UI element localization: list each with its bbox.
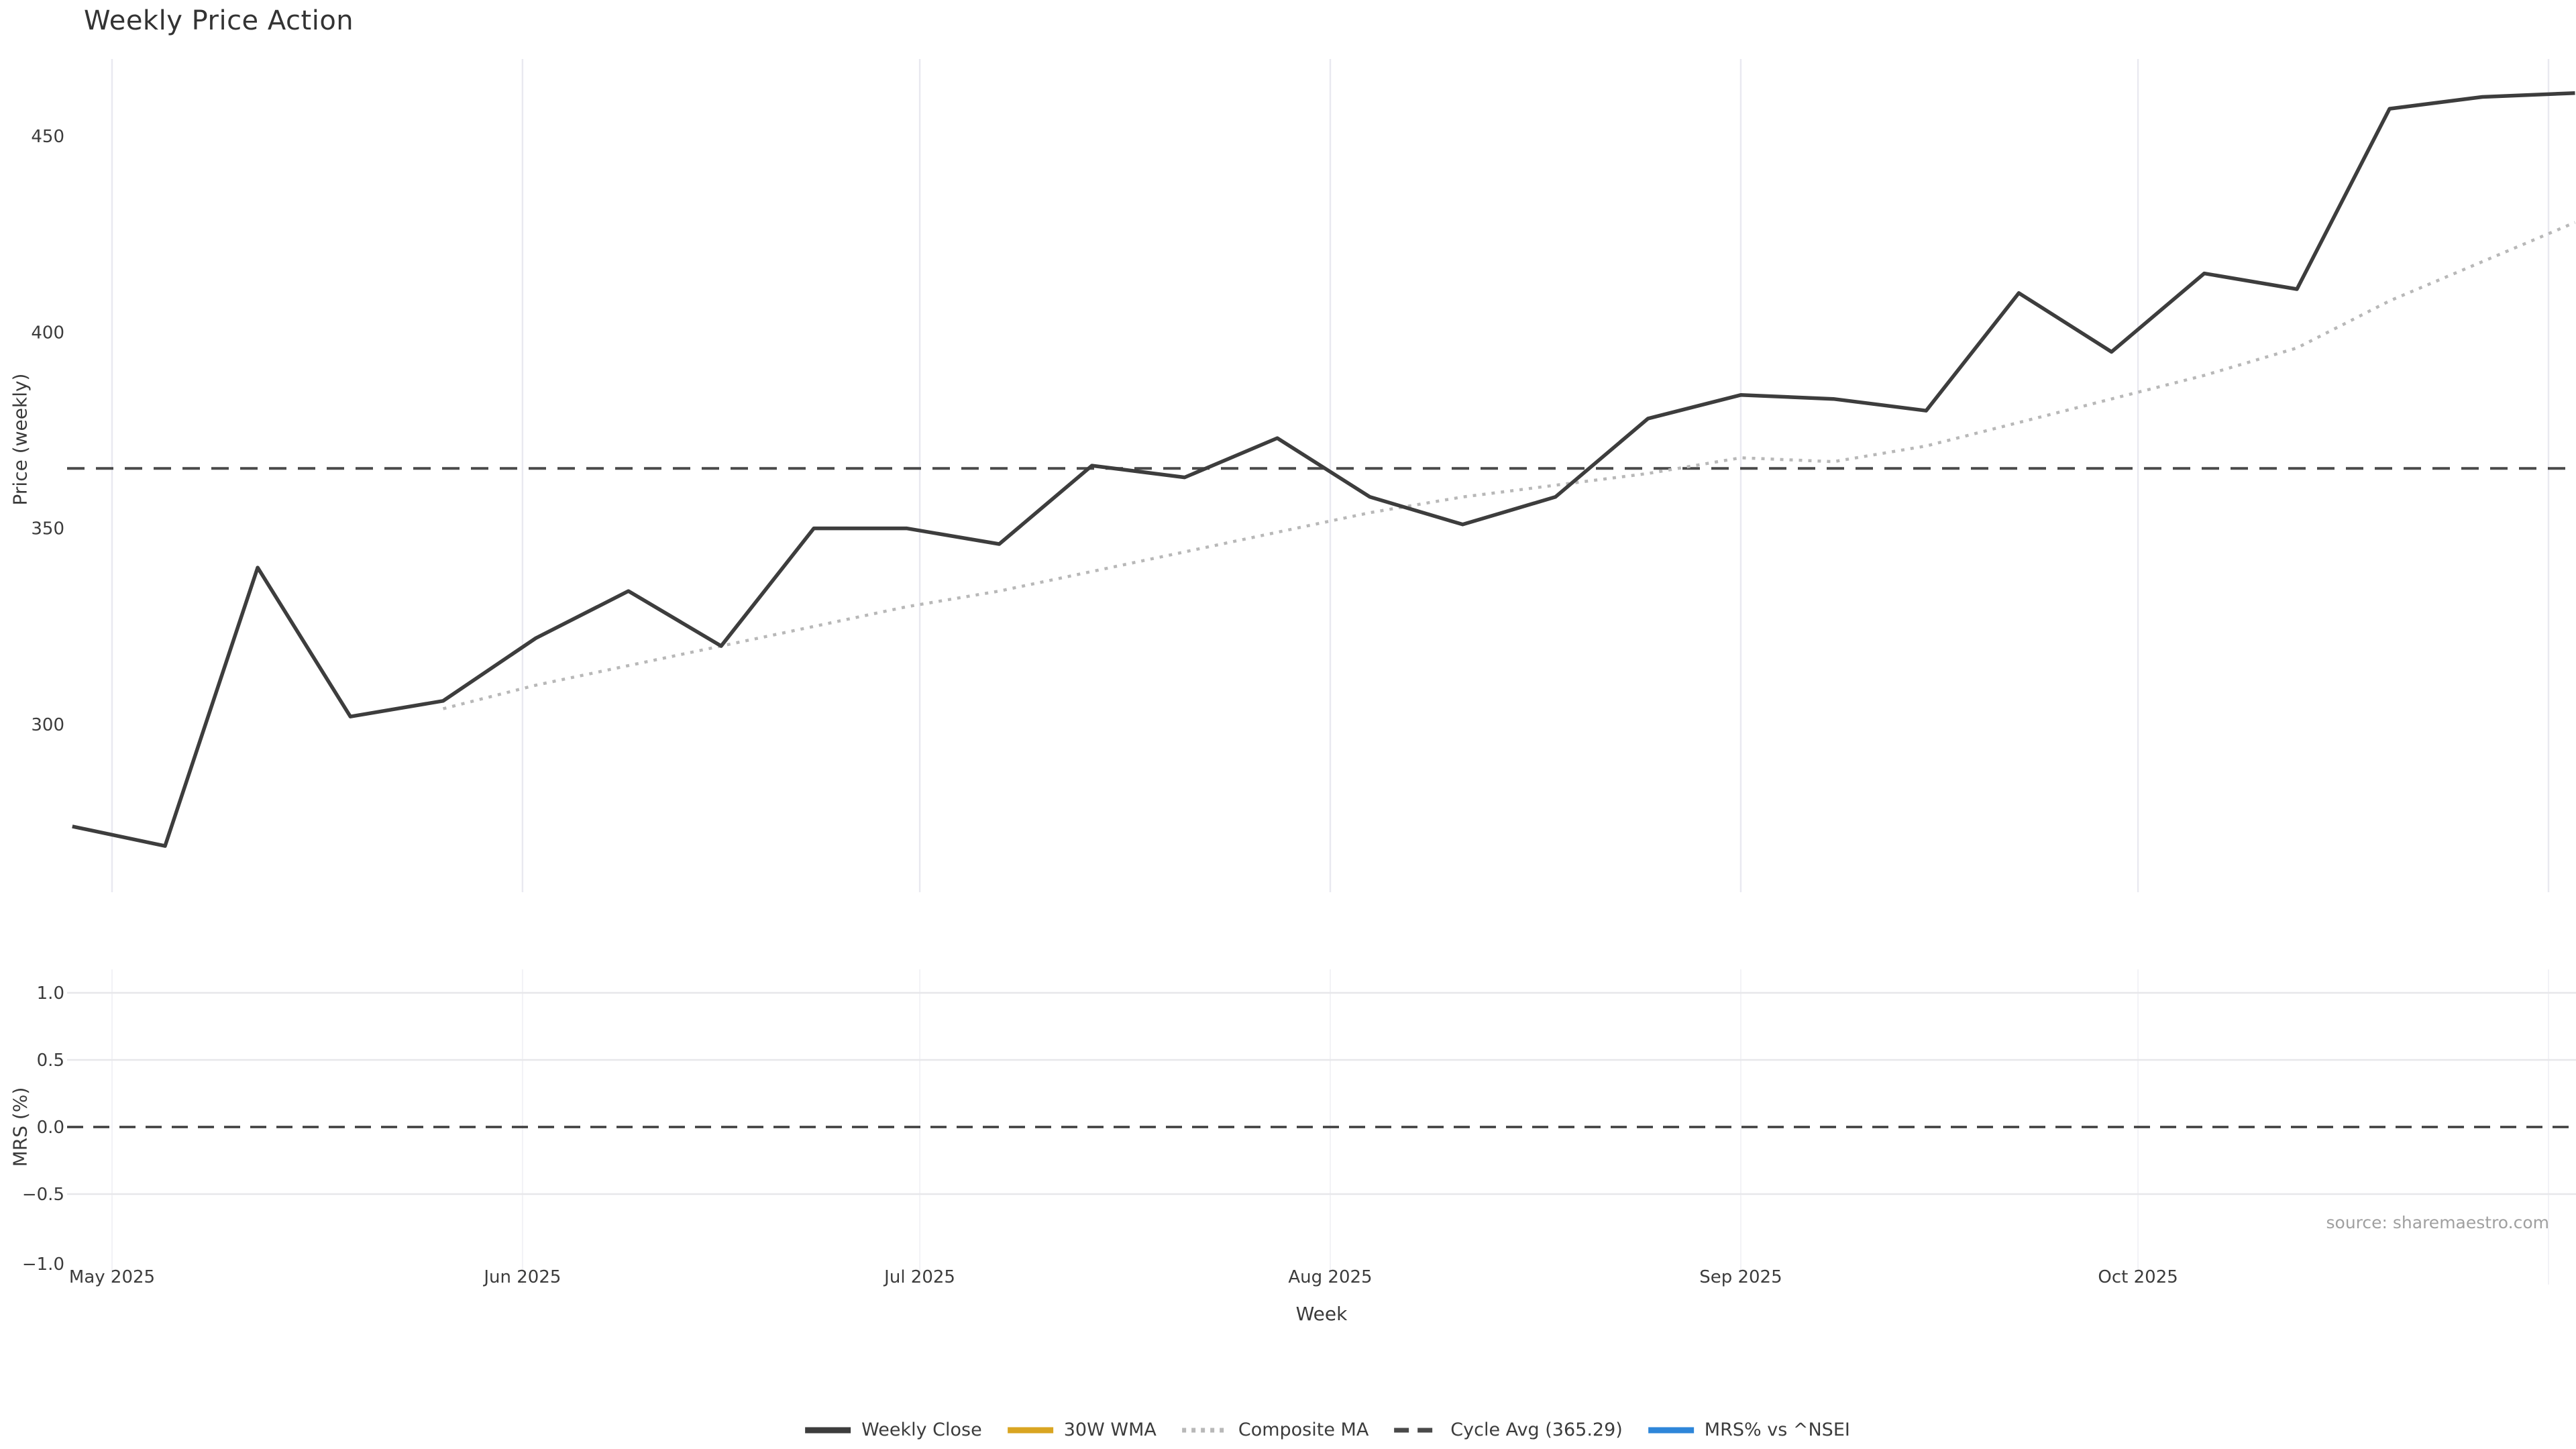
legend-swatch-solid	[1007, 1427, 1053, 1433]
chart-title: Weekly Price Action	[84, 5, 354, 36]
legend-label: 30W WMA	[1063, 1419, 1157, 1440]
legend-item: MRS% vs ^NSEI	[1647, 1419, 1850, 1440]
legend-label: Cycle Avg (365.29)	[1450, 1419, 1623, 1440]
y-tick-label: 350	[31, 519, 64, 539]
y-tick-label: 300	[31, 715, 64, 735]
chart-legend: Weekly Close 30W WMA Composite MA Cycle Avg…	[804, 1419, 1850, 1440]
legend-swatch-dashed	[1394, 1428, 1440, 1432]
legend-swatch-solid	[805, 1427, 851, 1433]
legend-label: Weekly Close	[861, 1419, 982, 1440]
series-path	[72, 91, 2575, 848]
y-tick-label: −0.5	[22, 1185, 64, 1205]
y-tick-label: 1.0	[37, 983, 64, 1004]
series-path	[442, 221, 2576, 710]
legend-item: 30W WMA	[1006, 1419, 1157, 1440]
x-tick-label: Sep 2025	[1699, 1267, 1782, 1287]
mrs-panel-horizontal-gridlines	[67, 991, 2576, 1195]
mrs-axis-label: MRS (%)	[9, 1087, 32, 1167]
x-tick-labels: May 2025 Jun 2025 Jul 2025 Aug 2025 Sep 2025…	[69, 1267, 2178, 1287]
y-tick-label: 0.5	[37, 1051, 64, 1071]
legend-swatch-dotted	[1181, 1428, 1228, 1432]
weekly-close-line	[72, 91, 2575, 848]
legend-label: MRS% vs ^NSEI	[1704, 1419, 1850, 1440]
composite-ma-line	[442, 221, 2576, 710]
mrs-y-tick-labels: 1.0 0.5 0.0 −0.5 −1.0	[22, 983, 64, 1275]
legend-label: Composite MA	[1238, 1419, 1369, 1440]
price-panel-month-gridlines	[111, 59, 2550, 892]
x-tick-label: Aug 2025	[1288, 1267, 1372, 1287]
x-tick-label: Jul 2025	[883, 1267, 955, 1287]
legend-item: Composite MA	[1181, 1419, 1368, 1440]
legend-swatch-solid	[1648, 1427, 1694, 1433]
price-y-tick-labels: 300 350 400 450	[31, 127, 64, 735]
x-tick-label: May 2025	[69, 1267, 155, 1287]
x-tick-label: Oct 2025	[2098, 1267, 2178, 1287]
x-axis-label: Week	[1295, 1303, 1348, 1325]
y-tick-label: 450	[31, 127, 64, 147]
y-tick-label: 400	[31, 323, 64, 343]
y-tick-label: 0.0	[37, 1118, 64, 1138]
legend-item: Cycle Avg (365.29)	[1393, 1419, 1623, 1440]
legend-item: Weekly Close	[804, 1419, 982, 1440]
price-axis-label: Price (weekly)	[9, 373, 32, 506]
y-tick-label: −1.0	[22, 1254, 64, 1275]
source-note: source: sharemaestro.com	[2326, 1213, 2550, 1232]
x-tick-label: Jun 2025	[482, 1267, 561, 1287]
